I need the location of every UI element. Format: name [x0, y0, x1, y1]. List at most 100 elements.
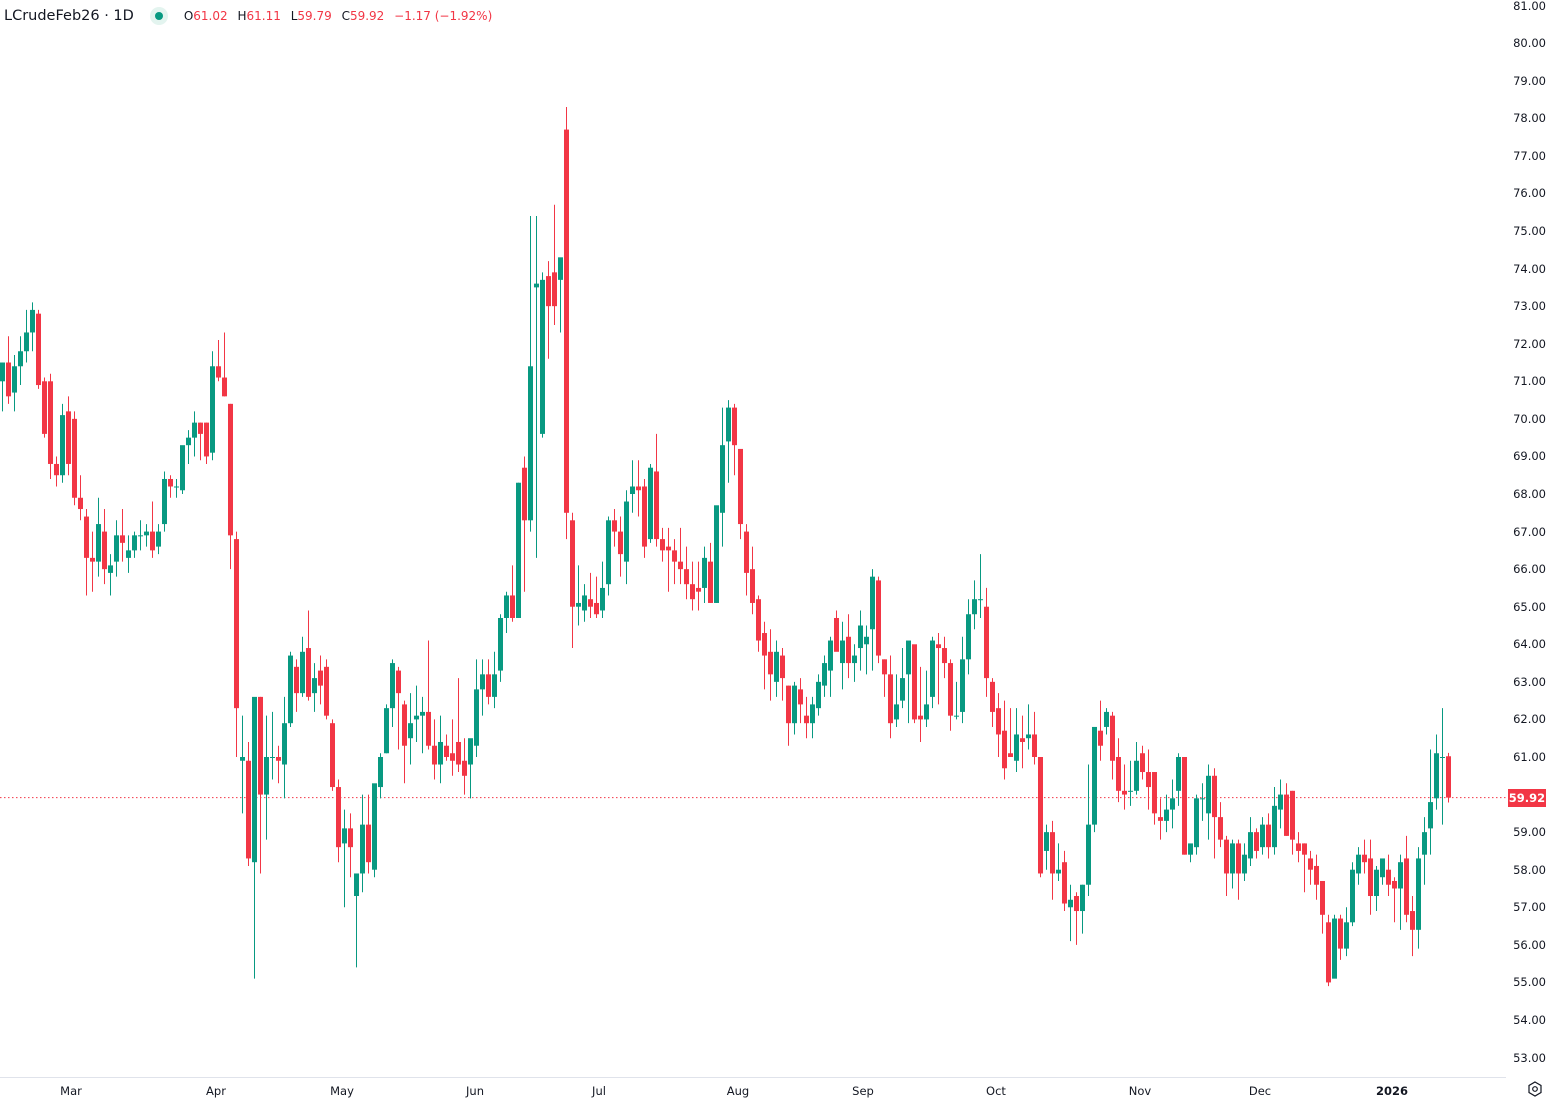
market-status-icon[interactable]	[149, 7, 168, 25]
candle	[1350, 862, 1355, 927]
candle	[120, 509, 125, 562]
candle	[210, 351, 215, 461]
change-value: −1.17 (−1.92%)	[394, 9, 493, 23]
candle	[888, 655, 893, 739]
candle	[816, 674, 821, 716]
candle	[1368, 839, 1373, 915]
candle	[1152, 772, 1157, 825]
candle	[1104, 708, 1109, 735]
time-axis[interactable]: Mar Apr May Jun Jul Aug Sep Oct Nov Dec 2026	[0, 1077, 1506, 1103]
candle	[30, 302, 35, 352]
candle	[702, 546, 707, 603]
candle	[1182, 757, 1187, 855]
price-tick-label: 54.00	[1513, 1012, 1546, 1027]
candle	[1062, 850, 1067, 912]
candle	[444, 734, 449, 761]
time-tick-label: Jul	[592, 1084, 606, 1098]
candle	[90, 531, 95, 592]
price-tick-label: 64.00	[1513, 637, 1546, 652]
candle	[60, 403, 65, 483]
time-tick-label: Dec	[1248, 1084, 1272, 1098]
candle	[18, 336, 23, 386]
candle	[372, 783, 377, 878]
time-tick-label: 2026	[1375, 1084, 1409, 1098]
candle	[1230, 839, 1235, 889]
candle	[696, 561, 701, 611]
candle	[552, 204, 557, 325]
candle	[1296, 832, 1301, 863]
candle	[1128, 760, 1133, 806]
candle	[1080, 884, 1085, 934]
settings-gear-icon[interactable]	[1526, 1080, 1544, 1098]
candle	[1068, 884, 1073, 942]
price-tick-label: 61.00	[1513, 750, 1546, 764]
candle	[1050, 820, 1055, 900]
candle	[132, 531, 137, 558]
symbol-title[interactable]: LCrudeFeb26 · 1D	[4, 8, 134, 24]
candle	[738, 448, 743, 540]
candle	[0, 362, 5, 412]
candle	[750, 546, 755, 615]
candle	[870, 569, 875, 671]
candle	[1044, 824, 1049, 870]
chart-pane[interactable]	[0, 0, 1506, 1076]
candle	[1200, 783, 1205, 821]
candle	[786, 685, 791, 746]
candle	[456, 678, 461, 773]
price-tick-label: 63.00	[1513, 674, 1546, 689]
candle	[1248, 817, 1253, 866]
candle	[1164, 794, 1169, 833]
price-tick-label: 68.00	[1513, 487, 1546, 501]
price-tick-label: 74.00	[1513, 261, 1546, 276]
candle	[1314, 854, 1319, 900]
price-tick-label: 75.00	[1513, 224, 1546, 239]
candle	[1380, 858, 1385, 885]
price-tick-label: 81.00	[1513, 0, 1546, 13]
candle	[300, 636, 305, 697]
candle	[1392, 877, 1397, 923]
candle	[462, 738, 467, 795]
candle	[960, 636, 965, 724]
candle	[612, 509, 617, 547]
candle	[1122, 764, 1127, 810]
candle	[924, 670, 929, 727]
candle	[1218, 802, 1223, 848]
candle	[516, 482, 521, 618]
candle	[6, 336, 11, 404]
time-tick-label: May	[330, 1084, 354, 1098]
candle	[42, 377, 47, 438]
candle	[588, 572, 593, 618]
candle	[792, 681, 797, 735]
candle	[330, 719, 335, 791]
candle	[162, 471, 167, 532]
price-tick-label: 73.00	[1513, 299, 1546, 314]
candle	[966, 599, 971, 675]
candle	[1170, 779, 1175, 829]
candle	[420, 696, 425, 754]
candle	[144, 524, 149, 547]
high-label: H	[237, 9, 247, 23]
candle	[1284, 783, 1289, 836]
candle	[756, 595, 761, 652]
candle	[1176, 753, 1181, 806]
candle	[1026, 704, 1031, 750]
candle	[240, 715, 245, 814]
candle	[264, 715, 269, 840]
candle	[1398, 854, 1403, 930]
candle	[84, 509, 89, 596]
price-tick-label: 55.00	[1513, 975, 1546, 990]
candle	[510, 565, 515, 622]
candle	[1158, 798, 1163, 840]
price-tick-label: 66.00	[1513, 562, 1546, 577]
candle	[1194, 794, 1199, 855]
candle	[1206, 764, 1211, 840]
candle	[450, 719, 455, 776]
price-axis[interactable]: 81.00 80.00 79.00 78.00 77.00 76.00 75.00 74.00…	[1506, 0, 1546, 1076]
chart-legend: LCrudeFeb26 · 1D O61.02 H61.11 L59.79 C5…	[4, 7, 492, 25]
time-tick-label: Sep	[852, 1084, 874, 1098]
candle	[96, 497, 101, 577]
candle	[1086, 764, 1091, 897]
candle	[1272, 787, 1277, 855]
candle	[360, 794, 365, 893]
candle	[102, 509, 107, 585]
